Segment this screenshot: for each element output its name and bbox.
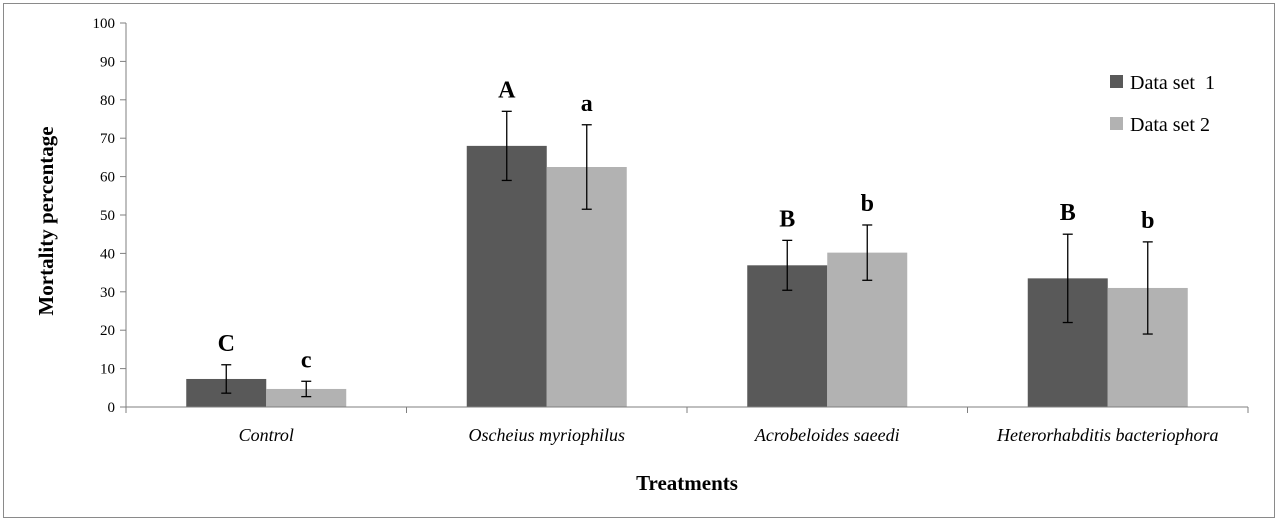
legend-swatch: [1110, 117, 1123, 130]
significance-letter: B: [779, 206, 795, 232]
y-tick-label: 90: [100, 54, 115, 70]
x-axis-ticks: [125, 407, 1249, 413]
y-tick-label: 60: [100, 170, 115, 186]
significance-letter: B: [1060, 200, 1076, 226]
category-label: Acrobeloides saeedi: [754, 425, 900, 445]
legend-swatch: [1110, 75, 1123, 88]
y-tick-label: 20: [100, 323, 115, 339]
category-label: Oscheius myriophilus: [469, 425, 626, 445]
bar: [466, 145, 547, 407]
category-label: Heterorhabditis bacteriophora: [996, 425, 1219, 445]
significance-letter: a: [581, 91, 593, 117]
x-axis-title: Treatments: [636, 471, 738, 495]
legend-label: Data set 2: [1130, 114, 1210, 136]
axes: [125, 23, 1248, 408]
y-tick-label: 30: [100, 285, 115, 301]
significance-letter: c: [301, 347, 312, 373]
y-tick-label: 80: [100, 93, 115, 109]
y-tick-label: 70: [100, 131, 115, 147]
y-axis-title: Mortality percentage: [34, 126, 58, 315]
y-axis-ticks: 0 10 20 30 40 50 60 70 80 90 100: [93, 16, 126, 416]
significance-letter: A: [498, 77, 516, 103]
significance-letter: b: [1141, 208, 1154, 234]
y-tick-label: 40: [100, 246, 115, 262]
category-label: Control: [239, 425, 294, 445]
y-tick-label: 100: [93, 16, 116, 32]
category-labels: Control Oscheius myriophilus Acrobeloides …: [239, 425, 1219, 445]
significance-letter: b: [861, 191, 874, 217]
y-tick-label: 0: [108, 400, 116, 416]
y-tick-label: 50: [100, 208, 115, 224]
legend: Data set 1 Data set 2: [1110, 72, 1215, 136]
bar: [266, 388, 347, 407]
chart-frame: [3, 3, 1275, 518]
legend-label: Data set 1: [1130, 72, 1215, 94]
significance-letter: C: [218, 331, 235, 357]
y-tick-label: 10: [100, 362, 115, 378]
